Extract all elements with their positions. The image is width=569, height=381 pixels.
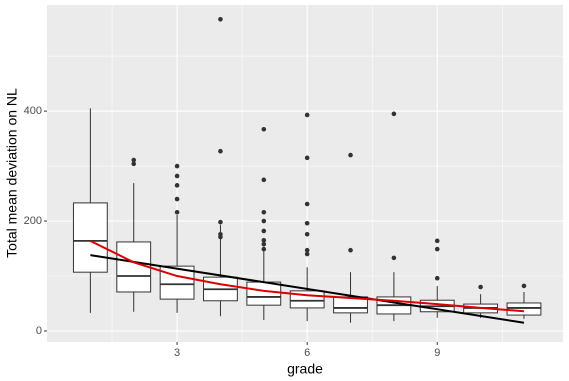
outlier <box>261 241 267 247</box>
outlier <box>261 237 267 243</box>
outlier <box>391 111 397 117</box>
box <box>72 202 108 273</box>
outlier <box>304 220 310 226</box>
y-tick-label: 400 <box>24 105 42 117</box>
outlier <box>261 177 267 183</box>
outlier <box>391 255 397 261</box>
outlier <box>261 228 267 234</box>
outlier <box>304 247 310 253</box>
outlier <box>521 283 527 289</box>
fit-line <box>90 254 525 324</box>
y-axis-title: Total mean deviation on NL <box>4 88 20 258</box>
outlier <box>261 209 267 215</box>
outlier <box>434 246 440 252</box>
x-tick-label: 9 <box>434 347 440 359</box>
outlier <box>304 155 310 161</box>
outlier <box>218 219 223 225</box>
outlier <box>174 173 180 179</box>
outlier <box>174 163 180 169</box>
outlier <box>131 161 137 167</box>
outlier <box>261 218 267 224</box>
outlier <box>174 183 180 188</box>
outlier <box>434 275 440 281</box>
outlier <box>261 126 267 132</box>
outlier <box>304 112 310 118</box>
outlier <box>174 196 180 202</box>
outlier <box>434 238 440 244</box>
outlier <box>304 231 310 237</box>
fit-line <box>89 239 525 313</box>
outlier <box>348 247 353 253</box>
outlier <box>304 201 310 207</box>
y-tick-label: 0 <box>36 325 42 337</box>
x-tick-label: 3 <box>174 347 180 359</box>
box <box>506 302 542 316</box>
outlier <box>174 209 180 215</box>
box <box>246 281 282 306</box>
outlier <box>218 16 223 22</box>
y-tick-label: 200 <box>24 215 42 227</box>
x-axis-title: grade <box>287 361 323 377</box>
outlier <box>304 251 310 257</box>
box <box>333 296 368 314</box>
outlier <box>261 246 267 252</box>
outlier <box>348 152 353 158</box>
outlier <box>218 234 223 240</box>
outlier <box>478 284 483 290</box>
outlier <box>218 148 223 154</box>
outlier <box>131 157 137 163</box>
x-tick-label: 6 <box>304 347 310 359</box>
